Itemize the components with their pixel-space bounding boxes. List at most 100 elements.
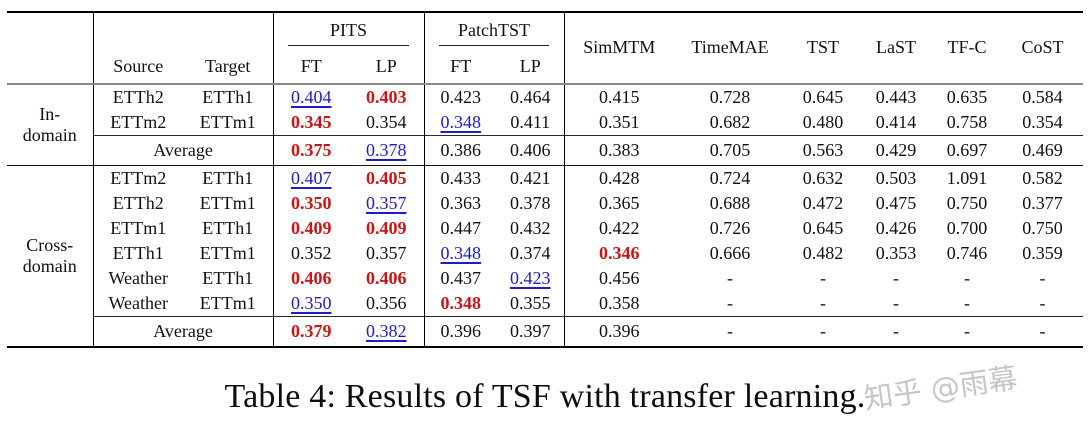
value-cell: 0.447 [440, 217, 482, 238]
value-cell: 0.750 [946, 192, 988, 213]
value-cell: 0.472 [802, 192, 844, 213]
value-cell: 0.357 [349, 241, 425, 266]
value-cell: 0.357 [349, 191, 425, 216]
value-cell: 0.406 [291, 267, 332, 288]
value-cell: 1.091 [932, 165, 1003, 191]
value-cell: - [674, 316, 787, 347]
value-cell: 0.406 [349, 266, 425, 291]
value-cell: 0.377 [1022, 192, 1063, 213]
value-cell: 0.363 [440, 192, 482, 213]
value-cell: 0.358 [599, 292, 640, 313]
value-cell: 0.407 [273, 165, 349, 191]
header-row-subcolumns: Source Target FT LP FT LP [7, 46, 1083, 85]
value-cell: - [786, 316, 861, 347]
target-cell: ETTm1 [183, 191, 274, 216]
value-cell: 0.353 [875, 242, 917, 263]
value-cell: - [860, 316, 933, 347]
value-cell: - [964, 292, 971, 313]
value-cell: 0.396 [424, 316, 498, 347]
col-group-patchtst: PatchTST [424, 12, 565, 46]
value-cell: 0.348 [440, 111, 482, 132]
col-group-pits: PITS [273, 12, 425, 46]
value-cell: 0.456 [599, 267, 640, 288]
table-row: ETTm1 ETTh1 0.409 0.409 0.447 0.432 0.422 0.726… [7, 216, 1083, 241]
value-cell: - [820, 267, 827, 288]
value-cell: 0.352 [291, 242, 332, 263]
value-cell: 0.635 [946, 86, 988, 107]
value-cell: 0.423 [440, 86, 482, 107]
value-cell: 0.375 [273, 135, 349, 166]
value-cell: - [1002, 316, 1084, 347]
row-group-label: In-domain [7, 84, 94, 166]
value-cell: 0.563 [786, 135, 861, 166]
value-cell: 0.406 [497, 135, 565, 166]
col-header-patchtst-ft: FT [424, 46, 498, 85]
value-cell: 0.404 [291, 86, 332, 107]
value-cell: 0.379 [273, 316, 349, 347]
value-cell: - [820, 292, 827, 313]
value-cell: 0.429 [860, 135, 933, 166]
col-header-target: Target [183, 46, 274, 85]
value-cell: 0.386 [424, 135, 498, 166]
value-cell: 0.700 [946, 217, 988, 238]
value-cell: 0.414 [875, 111, 917, 132]
value-cell: 0.503 [860, 165, 933, 191]
value-cell: 0.482 [802, 242, 844, 263]
table-row: ETTh1 ETTm1 0.352 0.357 0.348 0.374 0.346 0.666… [7, 241, 1083, 266]
source-target-spacer [93, 12, 274, 46]
value-cell: 0.403 [349, 84, 425, 110]
value-cell: - [964, 267, 971, 288]
value-cell: - [1039, 267, 1046, 288]
value-cell: 0.464 [497, 84, 565, 110]
value-cell: 0.421 [497, 165, 565, 191]
results-table: PITS PatchTST SimMTM TimeMAE TST LaST TF… [7, 11, 1084, 348]
source-cell: ETTm1 [110, 217, 167, 238]
value-cell: 0.350 [291, 292, 332, 313]
value-cell: 0.350 [291, 192, 332, 213]
value-cell: 0.345 [291, 111, 332, 132]
source-cell: ETTh1 [112, 242, 164, 263]
value-cell: 0.666 [709, 242, 751, 263]
value-cell: 0.746 [946, 242, 988, 263]
target-cell: ETTm1 [183, 291, 274, 317]
col-group-pits-label: PITS [288, 18, 409, 46]
value-cell: 0.397 [497, 316, 565, 347]
table-header: PITS PatchTST SimMTM TimeMAE TST LaST TF… [7, 12, 1084, 85]
value-cell: 0.374 [497, 241, 565, 266]
value-cell: - [893, 267, 900, 288]
value-cell: 0.405 [349, 165, 425, 191]
value-cell: 0.632 [786, 165, 861, 191]
value-cell: 0.411 [497, 110, 565, 136]
value-cell: 0.423 [497, 266, 565, 291]
value-cell: 0.437 [440, 267, 482, 288]
table-row: Weather ETTh1 0.406 0.406 0.437 0.423 0.456 - - -… [7, 266, 1083, 291]
average-row: Average 0.375 0.378 0.386 0.406 0.383 0.705 0.5… [7, 135, 1084, 166]
source-cell: Weather [108, 292, 168, 313]
col-header-pits-ft: FT [273, 46, 349, 85]
value-cell: 0.378 [497, 191, 565, 216]
value-cell: 0.726 [709, 217, 751, 238]
value-cell: - [932, 316, 1003, 347]
col-header-tfc: TF-C [932, 12, 1003, 85]
table-row: Weather ETTm1 0.350 0.356 0.348 0.355 0.358 - - -… [7, 291, 1083, 317]
row-group-label-line: domain [22, 256, 77, 276]
value-cell: 0.409 [349, 216, 425, 241]
target-cell: ETTm1 [183, 241, 274, 266]
table-row: In-domain ETTh2 ETTh1 0.404 0.403 0.423 0.464 0… [7, 84, 1083, 166]
value-cell: 0.688 [709, 192, 751, 213]
target-cell: ETTh1 [183, 216, 274, 241]
value-cell: - [727, 292, 734, 313]
table-caption: Table 4: Results of TSF with transfer le… [224, 378, 866, 415]
domain-column-header [7, 12, 94, 85]
value-cell: 0.645 [802, 217, 844, 238]
source-cell: ETTh2 [112, 192, 164, 213]
value-cell: 0.432 [497, 216, 565, 241]
table-row: ETTh2 ETTm1 0.350 0.357 0.363 0.378 0.365 0.688… [7, 191, 1083, 216]
value-cell: 0.355 [497, 291, 565, 317]
table-row: ETTm2 ETTm1 0.345 0.354 0.348 0.411 0.351 0.682… [7, 110, 1083, 136]
value-cell: 0.724 [674, 165, 787, 191]
value-cell: 0.645 [802, 86, 844, 107]
row-group-label: Cross-domain [7, 165, 94, 347]
col-group-patchtst-label: PatchTST [438, 18, 550, 46]
